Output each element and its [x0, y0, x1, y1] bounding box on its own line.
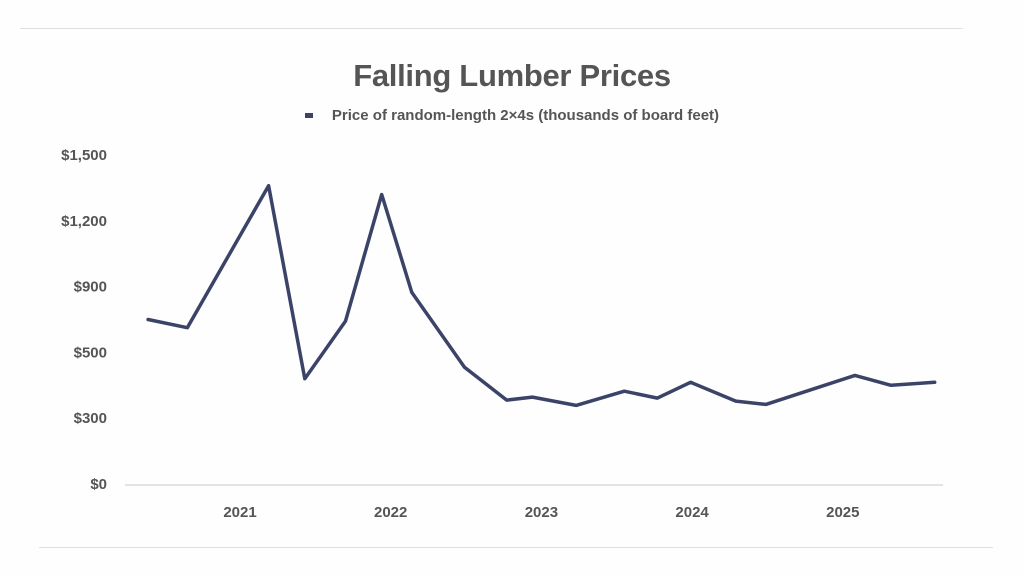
x-tick-label: 2022 — [374, 504, 407, 521]
y-tick-label: $500 — [74, 344, 107, 361]
legend: Price of random-length 2×4s (thousands o… — [0, 107, 1024, 124]
legend-label: Price of random-length 2×4s (thousands o… — [331, 107, 720, 124]
x-tick-label: 2023 — [525, 504, 558, 521]
x-axis: 2021 2022 2023 2024 2025 — [223, 504, 859, 521]
x-tick-label: 2024 — [675, 504, 709, 521]
y-tick-label: $0 — [90, 476, 107, 493]
y-tick-label: $1,500 — [61, 147, 107, 164]
y-axis: $0 $300 $500 $900 $1,200 $1,500 — [61, 147, 107, 493]
chart-title: Falling Lumber Prices — [353, 58, 671, 93]
series-line — [146, 183, 937, 408]
x-tick-label: 2025 — [826, 504, 859, 521]
y-tick-label: $900 — [74, 279, 107, 296]
y-tick-label: $300 — [74, 410, 107, 427]
series-group — [146, 183, 937, 408]
x-tick-label: 2021 — [223, 504, 256, 521]
bottom-divider — [39, 547, 993, 548]
legend-swatch — [304, 113, 313, 118]
y-tick-label: $1,200 — [61, 213, 107, 230]
top-divider — [20, 28, 963, 29]
